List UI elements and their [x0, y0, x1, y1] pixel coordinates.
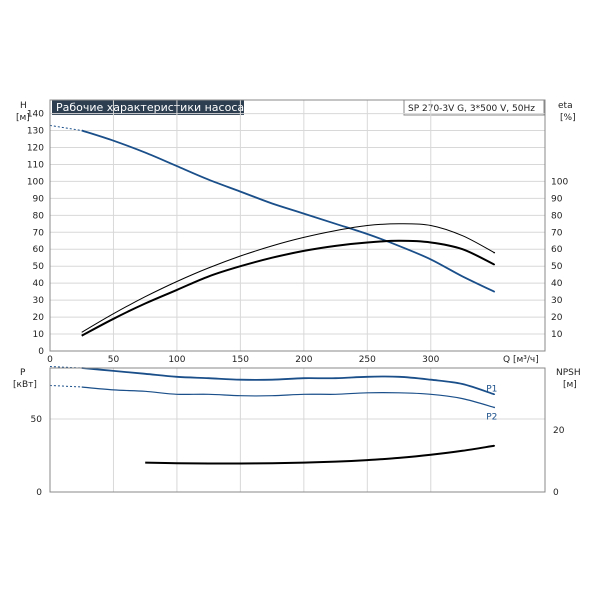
model-label: SP 270-3V G, 3*500 V, 50Hz — [408, 104, 535, 114]
chart-title: Рабочие характеристики насоса — [56, 101, 244, 114]
x-tick: 300 — [422, 355, 439, 365]
y-right-tick: 60 — [551, 245, 563, 255]
y-left-tick: 50 — [33, 262, 45, 272]
series-eta-thin-line — [81, 223, 495, 333]
y-left-tick: 60 — [33, 245, 45, 255]
series-P1-line — [81, 367, 495, 396]
series-H-end — [493, 290, 496, 293]
p-tick: 50 — [31, 415, 43, 425]
y-left-unit: [м] — [16, 113, 30, 123]
series-NPSH-end — [493, 445, 496, 447]
npsh-tick: 0 — [553, 488, 559, 498]
y-right-tick: 50 — [551, 262, 563, 272]
y-right-label: eta — [558, 101, 573, 111]
x-tick: 50 — [108, 355, 120, 365]
y-left-tick: 20 — [33, 313, 45, 323]
series-eta-thick-end — [493, 263, 496, 266]
p-unit: [кВт] — [13, 380, 37, 390]
x-tick: 200 — [295, 355, 312, 365]
series-label-P1: P1 — [486, 384, 497, 394]
x-tick: 100 — [168, 355, 185, 365]
series-P2-extrapolation — [49, 385, 82, 388]
y-right-tick: 100 — [551, 177, 568, 187]
y-left-tick: 100 — [27, 177, 44, 187]
y-left-tick: 80 — [33, 211, 45, 221]
y-left-tick: 0 — [38, 347, 44, 357]
lower-frame — [49, 367, 546, 493]
y-left-tick: 110 — [27, 160, 44, 170]
npsh-unit: [м] — [563, 380, 577, 390]
lower-series: P1 P2 — [49, 366, 497, 465]
lower-ticks: 0 50 0 20 — [31, 415, 565, 498]
y-right-tick: 80 — [551, 211, 563, 221]
series-P2-end — [493, 406, 496, 409]
y-left-tick: 70 — [33, 228, 45, 238]
y-left-tick: 140 — [27, 110, 44, 120]
upper-grid — [50, 100, 545, 351]
y-right-tick: 10 — [551, 330, 563, 340]
y-left-tick: 10 — [33, 330, 45, 340]
y-left-tick: 40 — [33, 279, 45, 289]
series-H-extrapolation — [49, 124, 82, 131]
y-left-tick: 30 — [33, 296, 45, 306]
y-left-label: H — [20, 101, 27, 111]
y-left-tick: 90 — [33, 194, 45, 204]
x-axis-label: Q [м³/ч] — [503, 355, 539, 365]
upper-frame — [49, 99, 546, 352]
npsh-label: NPSH — [556, 368, 581, 378]
y-right-tick: 30 — [551, 296, 563, 306]
series-H-line — [81, 129, 495, 293]
series-label-P2: P2 — [486, 412, 497, 422]
y-left-tick: 120 — [27, 143, 44, 153]
p-tick: 0 — [36, 488, 42, 498]
y-left-tick: 130 — [27, 127, 44, 137]
y-right-tick: 20 — [551, 313, 563, 323]
series-eta-thick-line — [81, 239, 495, 337]
x-tick: 0 — [47, 355, 53, 365]
upper-series — [49, 124, 496, 337]
upper-ticks: 0 10 20 30 40 50 60 70 80 90 100 110 120 130 140 10 20 30… — [27, 110, 569, 365]
y-right-tick: 90 — [551, 194, 563, 204]
series-eta-thin-end — [493, 251, 496, 254]
p-label: P — [20, 368, 26, 378]
y-right-tick: 70 — [551, 228, 563, 238]
series-P1-end — [493, 393, 496, 396]
x-tick: 250 — [359, 355, 376, 365]
x-tick: 150 — [232, 355, 249, 365]
y-right-tick: 40 — [551, 279, 563, 289]
series-P2-line — [81, 386, 495, 408]
y-right-unit: [%] — [560, 113, 576, 123]
npsh-tick: 20 — [553, 426, 565, 436]
title-box — [52, 100, 244, 115]
series-NPSH-line — [145, 444, 495, 465]
lower-grid — [50, 368, 545, 492]
